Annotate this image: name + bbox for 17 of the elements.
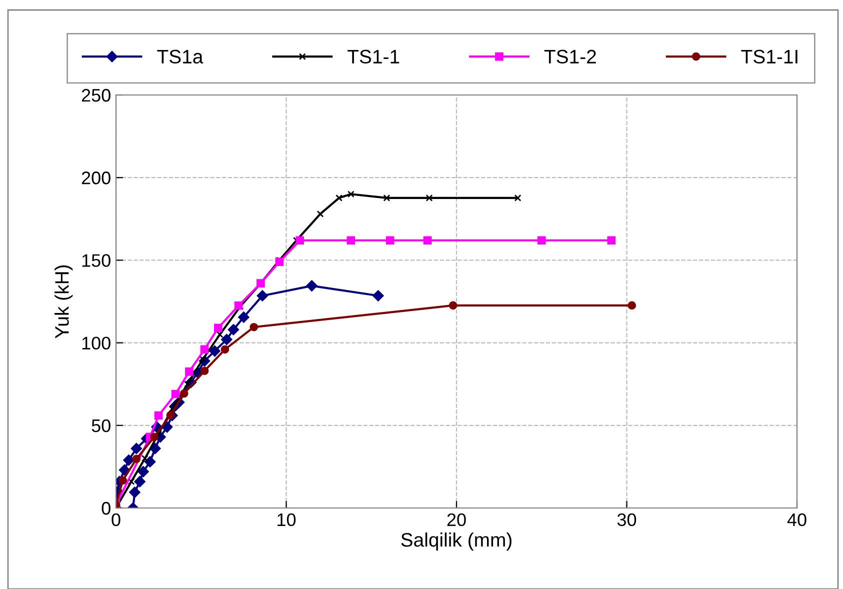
y-axis-title: Yuk (kH) bbox=[54, 265, 73, 338]
y-tick-label: 0 bbox=[102, 502, 110, 515]
x-tick-label: 0 bbox=[112, 513, 120, 526]
legend-label: TS1a bbox=[157, 50, 204, 64]
x-tick-label: 20 bbox=[447, 513, 466, 526]
x-axis-title: Salqilik (mm) bbox=[401, 532, 512, 551]
legend-label: TS1-1I bbox=[741, 50, 798, 64]
y-tick-label: 50 bbox=[92, 419, 110, 432]
x-tick-label: 40 bbox=[787, 513, 806, 526]
y-tick-label: 150 bbox=[82, 254, 110, 267]
x-tick-label: 10 bbox=[278, 513, 296, 526]
x-tick-label: 30 bbox=[617, 513, 636, 526]
legend-label: TS1-1 bbox=[348, 50, 400, 64]
legend-label: TS1-2 bbox=[544, 50, 596, 64]
y-tick-label: 250 bbox=[82, 88, 110, 102]
y-tick-label: 100 bbox=[82, 336, 110, 350]
y-tick-label: 200 bbox=[82, 172, 110, 184]
